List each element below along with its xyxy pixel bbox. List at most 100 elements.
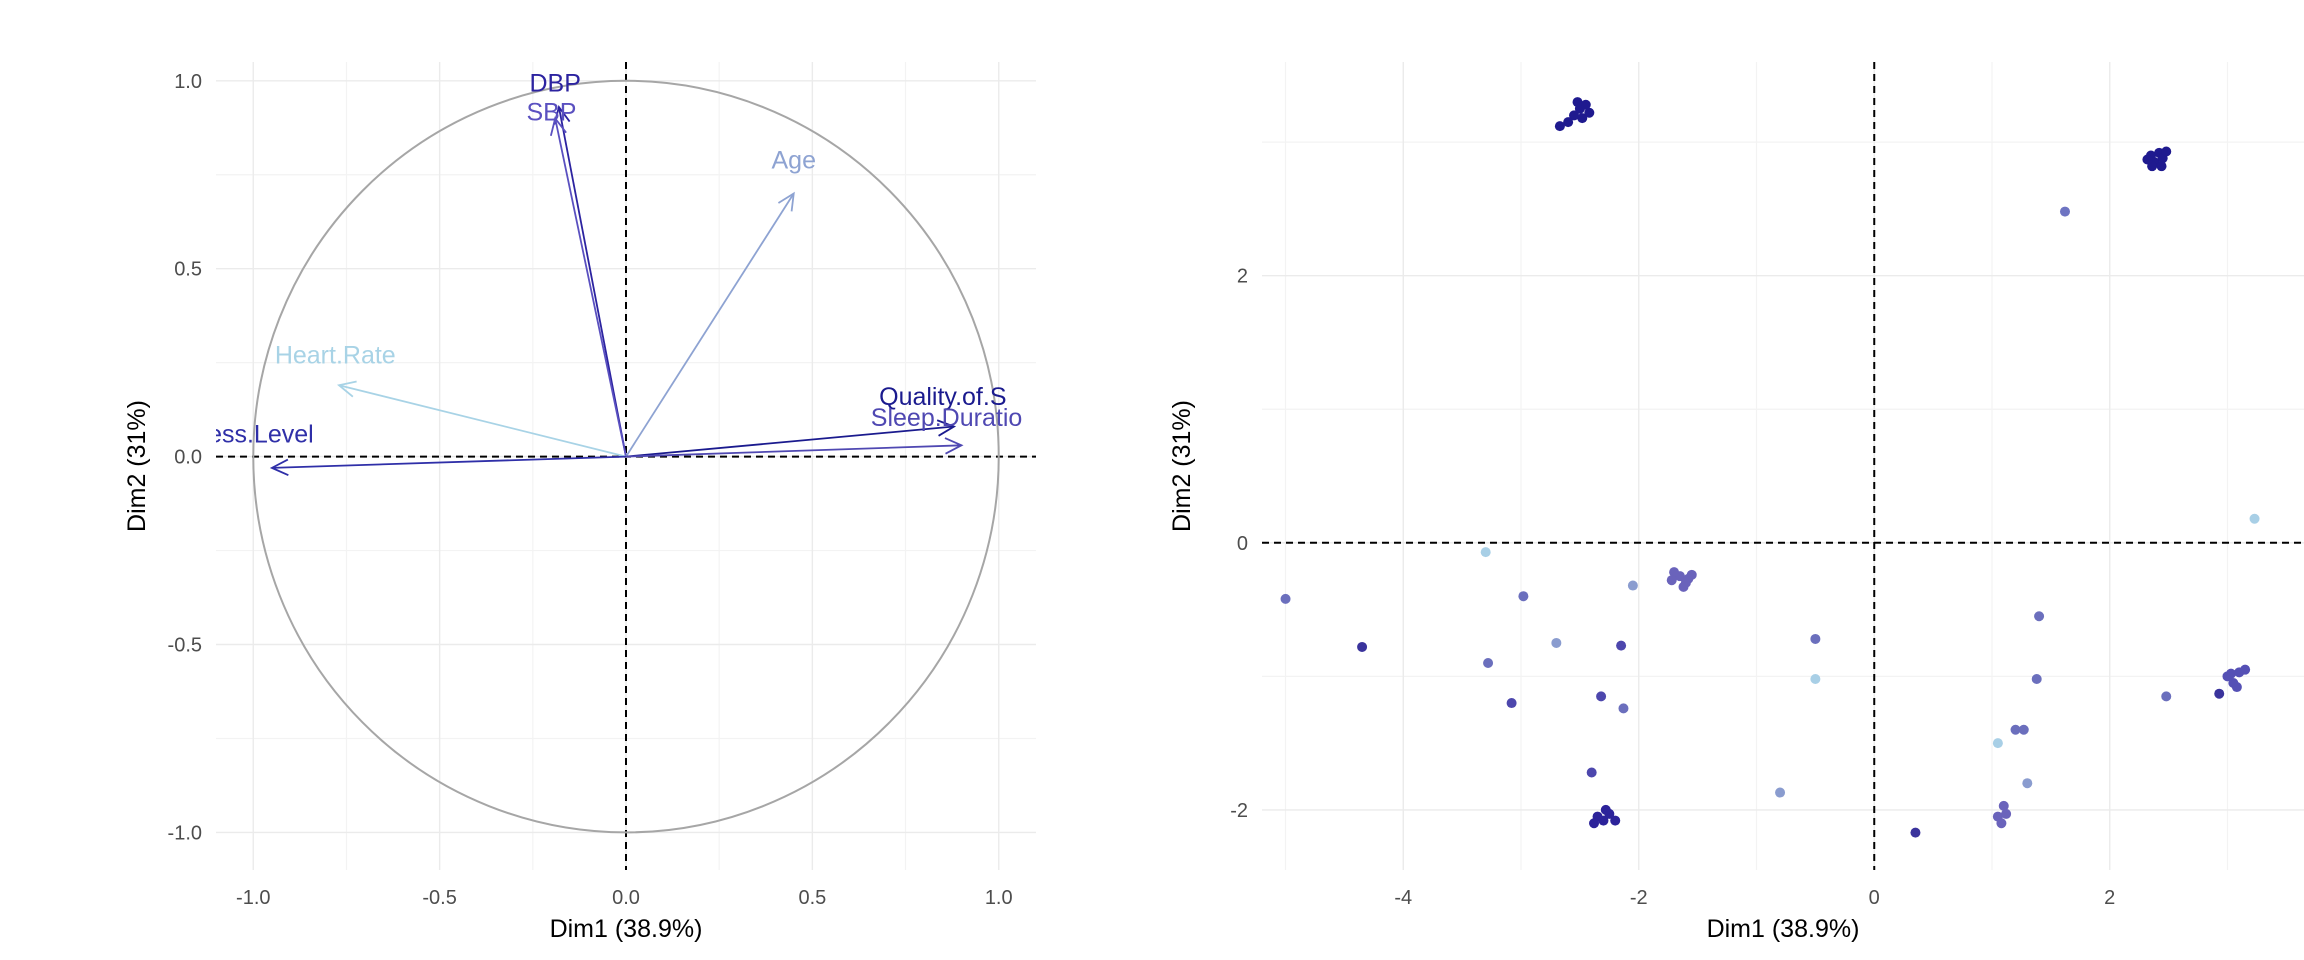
variable-arrow bbox=[625, 444, 962, 458]
variable-label: Heart.Rate bbox=[275, 342, 396, 370]
x-tick-label: -1.0 bbox=[236, 887, 270, 909]
individual-point bbox=[1775, 787, 1786, 798]
right-y-axis-title: Dim2 (31%) bbox=[1168, 400, 1196, 532]
variable-label: Age bbox=[771, 146, 815, 174]
individual-point bbox=[2161, 146, 2172, 157]
individual-point bbox=[1554, 121, 1565, 132]
individual-point bbox=[1280, 593, 1291, 604]
individual-point bbox=[2018, 724, 2029, 735]
individual-point bbox=[1584, 107, 1595, 118]
individual-point bbox=[1666, 575, 1677, 586]
individual-point bbox=[2001, 808, 2012, 819]
individual-point bbox=[1998, 800, 2009, 811]
variable-arrow bbox=[338, 384, 627, 458]
individual-point bbox=[1589, 818, 1600, 829]
variable-arrow bbox=[625, 193, 795, 458]
individual-point bbox=[1810, 674, 1821, 685]
individual-point bbox=[2226, 668, 2237, 679]
individual-point bbox=[1810, 633, 1821, 644]
individual-point bbox=[1610, 815, 1621, 826]
x-tick-label: 1.0 bbox=[985, 887, 1013, 909]
variable-arrow bbox=[558, 106, 627, 457]
individual-point bbox=[1596, 691, 1607, 702]
individual-point bbox=[2240, 664, 2251, 675]
individual-point bbox=[2034, 611, 2045, 622]
variable-label: Sleep.Duratio bbox=[871, 404, 1022, 432]
x-tick-label: 0.5 bbox=[798, 887, 826, 909]
individual-point bbox=[1996, 818, 2007, 829]
individual-point bbox=[2249, 513, 2260, 524]
left-y-axis-title: Dim2 (31%) bbox=[123, 400, 151, 532]
individual-point bbox=[1480, 547, 1491, 558]
individual-point bbox=[1678, 581, 1689, 592]
left-x-axis-title: Dim1 (38.9%) bbox=[550, 915, 703, 943]
individual-point bbox=[2031, 674, 2042, 685]
individual-point bbox=[1563, 117, 1574, 128]
individual-point bbox=[1910, 827, 1921, 838]
right-gridlines bbox=[1262, 62, 2304, 870]
left-tick-labels: -1.0 -0.5 0.0 0.5 1.0 1.0 0.5 0.0 -0.5 -1.0 bbox=[168, 71, 1013, 909]
individual-point bbox=[2231, 682, 2242, 693]
individual-point bbox=[1598, 815, 1609, 826]
individual-point bbox=[2214, 688, 2225, 699]
variable-arrow bbox=[271, 455, 627, 469]
right-plot-area bbox=[1262, 62, 2304, 870]
right-tick-labels: -4 -2 0 2 2 0 -2 bbox=[1230, 266, 2115, 909]
variable-arrowhead bbox=[936, 419, 957, 437]
individual-point bbox=[1618, 703, 1629, 714]
variable-label: DBP bbox=[529, 69, 580, 97]
variable-arrowhead bbox=[944, 437, 964, 455]
y-tick-label: -2 bbox=[1230, 800, 1248, 822]
y-tick-label: 0 bbox=[1237, 533, 1248, 555]
y-tick-label: 0.5 bbox=[174, 259, 202, 281]
y-tick-label: 0.0 bbox=[174, 447, 202, 469]
individual-point bbox=[2022, 778, 2033, 789]
x-tick-label: 0 bbox=[1869, 887, 1880, 909]
y-tick-label: 1.0 bbox=[174, 71, 202, 93]
individual-point bbox=[1572, 97, 1583, 108]
x-tick-label: 2 bbox=[2104, 887, 2115, 909]
individual-point bbox=[2161, 691, 2172, 702]
variable-arrowhead bbox=[269, 458, 289, 476]
individual-point bbox=[1600, 804, 1611, 815]
individuals-scatter-panel: -4 -2 0 2 2 0 -2 Dim1 (38.9%) Dim2 (31%) bbox=[1168, 62, 2304, 943]
variable-label: tress.Level bbox=[193, 421, 314, 449]
individual-point bbox=[1992, 738, 2003, 749]
variable-arrowhead bbox=[336, 380, 357, 398]
variable-arrow bbox=[554, 118, 627, 457]
variable-arrowhead bbox=[777, 191, 795, 212]
individual-point bbox=[2059, 206, 2070, 217]
individual-point bbox=[1577, 113, 1588, 124]
individual-point bbox=[1506, 698, 1517, 709]
individual-point bbox=[1569, 110, 1580, 121]
unit-circle bbox=[252, 79, 1000, 834]
individual-point bbox=[2010, 724, 2021, 735]
variable-arrow bbox=[625, 425, 955, 458]
variables-correlation-panel: -1.0 -0.5 0.0 0.5 1.0 1.0 0.5 0.0 -0.5 -1.0 DBPSB… bbox=[123, 62, 1036, 943]
individual-point bbox=[1357, 641, 1368, 652]
y-tick-label: 2 bbox=[1237, 266, 1248, 288]
individual-point bbox=[2156, 161, 2167, 172]
individual-point bbox=[1551, 637, 1562, 648]
x-tick-label: -2 bbox=[1630, 887, 1648, 909]
individual-point bbox=[1683, 573, 1694, 584]
x-tick-label: -0.5 bbox=[422, 887, 456, 909]
individual-point bbox=[1616, 640, 1627, 651]
variable-label: SBP bbox=[526, 98, 576, 126]
individual-point bbox=[1627, 580, 1638, 591]
y-tick-label: -1.0 bbox=[168, 822, 202, 844]
individual-point bbox=[1669, 567, 1680, 578]
x-tick-label: -4 bbox=[1394, 887, 1412, 909]
variable-label: Quality.of.S bbox=[879, 383, 1006, 411]
right-x-axis-title: Dim1 (38.9%) bbox=[1707, 915, 1860, 943]
individual-point bbox=[1483, 657, 1494, 668]
individual-point bbox=[1586, 767, 1597, 778]
variable-arrowhead bbox=[549, 116, 567, 137]
individual-point bbox=[1518, 591, 1529, 602]
individual-point bbox=[1580, 99, 1591, 110]
y-tick-label: -0.5 bbox=[168, 635, 202, 657]
x-tick-label: 0.0 bbox=[612, 887, 640, 909]
individual-point bbox=[2142, 154, 2153, 165]
